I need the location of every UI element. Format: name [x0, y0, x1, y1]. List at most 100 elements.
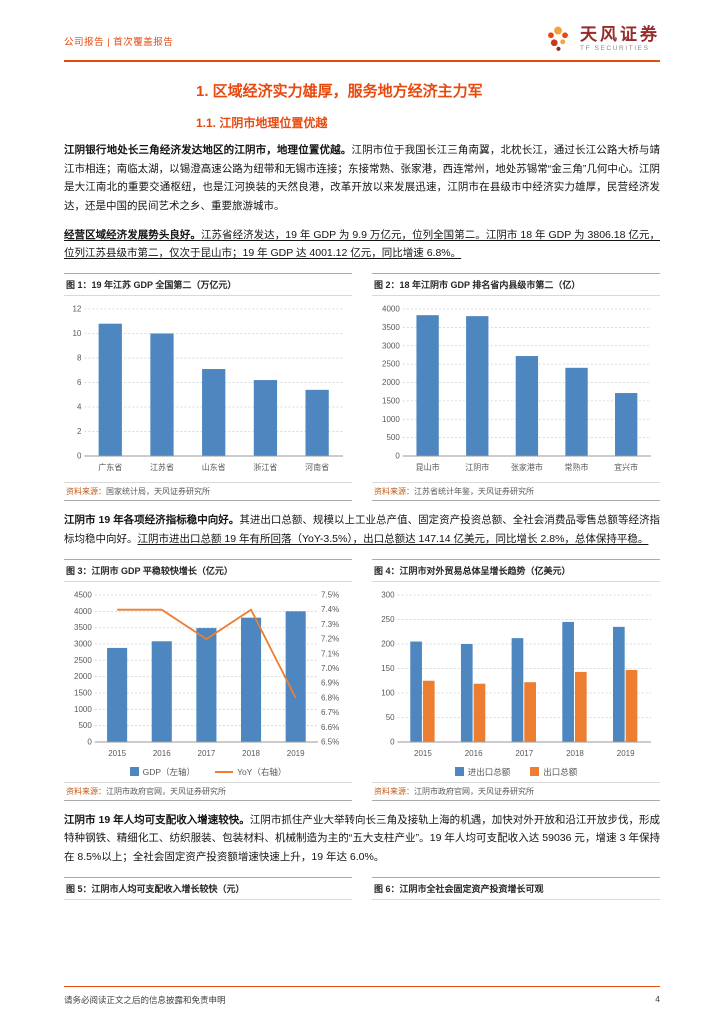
- figure-3-source: 资料来源：江阴市政府官网，天风证券研究所: [64, 781, 352, 801]
- legend-square-swatch: [530, 767, 540, 776]
- paragraph-4: 江阴市 19 年人均可支配收入增速较快。江阴市抓住产业大举转向长三角及接轨上海的…: [64, 811, 660, 867]
- svg-text:1000: 1000: [382, 415, 400, 424]
- svg-text:0: 0: [87, 737, 92, 746]
- svg-text:2000: 2000: [382, 378, 400, 387]
- brand-text-block: 天风证券 TF SECURITIES: [580, 25, 660, 51]
- brand-logo: 天风证券 TF SECURITIES: [543, 24, 660, 54]
- svg-text:6.8%: 6.8%: [321, 693, 339, 702]
- chart-svg: 0 2 4 6 8 10 12 广东省 江苏省 山东省 浙江省 河南省: [72, 305, 343, 472]
- page-header: 公司报告 | 首次覆盖报告 天风证券 TF SECURITIES: [64, 0, 660, 62]
- svg-text:2000: 2000: [74, 672, 92, 681]
- svg-text:3500: 3500: [382, 323, 400, 332]
- svg-text:7.3%: 7.3%: [321, 619, 339, 628]
- text-run: 江苏省经济发达，19 年 GDP 为 9.9 万亿元，位列全国第二。江阴市 18…: [64, 228, 660, 260]
- figure-3-legend: GDP（左轴） YoY（右轴）: [64, 766, 352, 778]
- figure-6-caption: 图 6：江阴市全社会固定资产投资增长可观: [372, 876, 660, 900]
- svg-text:4000: 4000: [382, 305, 400, 314]
- source-label: 资料来源：: [374, 786, 414, 796]
- svg-text:500: 500: [78, 721, 92, 730]
- paragraph-1: 江阴银行地处长三角经济发达地区的江阴市，地理位置优越。江阴市位于我国长江三角南翼…: [64, 141, 660, 216]
- svg-text:常熟市: 常熟市: [565, 462, 589, 472]
- legend-label: GDP（左轴）: [142, 766, 196, 777]
- svg-text:200: 200: [381, 639, 395, 648]
- svg-text:2015: 2015: [414, 749, 432, 758]
- svg-text:3000: 3000: [382, 341, 400, 350]
- svg-text:2019: 2019: [287, 749, 305, 758]
- svg-text:7.4%: 7.4%: [321, 605, 339, 614]
- svg-text:7.1%: 7.1%: [321, 649, 339, 658]
- legend-item: GDP（左轴）: [129, 766, 196, 778]
- foreign-trade-bar-chart: 0 50 100 150 200 250 300 2015 2016 2017 2018 2019: [372, 582, 660, 765]
- svg-text:2016: 2016: [465, 749, 483, 758]
- page-footer: 请务必阅读正文之后的信息披露和免责申明 4: [64, 986, 660, 1006]
- section-heading: 1. 区域经济实力雄厚，服务地方经济主力军: [196, 83, 483, 100]
- figure-row-1: 图 1：19 年江苏 GDP 全国第二（万亿元） 0 2 4 6 8 10 12 广东省 江苏省…: [64, 273, 660, 502]
- svg-text:2017: 2017: [515, 749, 533, 758]
- figure-4-caption: 图 4：江阴市对外贸易总体呈增长趋势（亿美元）: [372, 558, 660, 582]
- legend-square-swatch: [129, 767, 139, 776]
- svg-text:250: 250: [381, 615, 395, 624]
- chart-svg: 0 500 1000 1500 2000 2500 3000 3500 4000 昆山市 江阴市 张家…: [382, 305, 651, 472]
- svg-text:500: 500: [386, 433, 400, 442]
- chart-svg: 0 50 100 150 200 250 300 2015 2016 2017 2018 2019: [381, 590, 651, 758]
- svg-text:2015: 2015: [108, 749, 126, 758]
- report-body: 1. 区域经济实力雄厚，服务地方经济主力军 1.1. 江阴市地理位置优越 江阴银…: [64, 80, 660, 900]
- figure-5-caption: 图 5：江阴市人均可支配收入增长较快（元）: [64, 876, 352, 900]
- svg-text:2017: 2017: [198, 749, 216, 758]
- svg-text:0: 0: [77, 452, 82, 461]
- svg-text:山东省: 山东省: [202, 462, 226, 472]
- source-text: 江苏省统计年鉴，天风证券研究所: [414, 487, 534, 497]
- jiangsu-gdp-bar-chart: 0 2 4 6 8 10 12 广东省 江苏省 山东省 浙江省 河南省: [64, 296, 352, 479]
- source-text: 江阴市政府官网，天风证券研究所: [414, 786, 534, 796]
- svg-text:昆山市: 昆山市: [416, 462, 440, 472]
- page-number: 4: [655, 994, 660, 1004]
- figure-3: 图 3：江阴市 GDP 平稳较快增长（亿元） 0 500 1000 1500 2000 2…: [64, 558, 352, 801]
- svg-text:0: 0: [395, 452, 400, 461]
- text-run: 经营区域经济发展势头良好。: [64, 228, 201, 241]
- legend-label: 出口总额: [543, 766, 578, 777]
- svg-text:1500: 1500: [74, 688, 92, 697]
- subsection-heading: 1.1. 江阴市地理位置优越: [196, 116, 328, 130]
- svg-text:2018: 2018: [242, 749, 260, 758]
- paragraph-3: 江阴市 19 年各项经济指标稳中向好。其进出口总额、规模以上工业总产值、固定资产…: [64, 511, 660, 548]
- source-label: 资料来源：: [66, 786, 106, 796]
- figure-row-3: 图 5：江阴市人均可支配收入增长较快（元） 图 6：江阴市全社会固定资产投资增长…: [64, 876, 660, 900]
- svg-text:100: 100: [381, 688, 395, 697]
- svg-text:6.5%: 6.5%: [321, 737, 339, 746]
- legend-line-swatch: [215, 770, 234, 773]
- svg-text:1500: 1500: [382, 397, 400, 406]
- figure-4: 图 4：江阴市对外贸易总体呈增长趋势（亿美元） 0 50 100 150 200 250 3…: [372, 558, 660, 801]
- source-label: 资料来源：: [66, 487, 106, 497]
- paragraph-2: 经营区域经济发展势头良好。江苏省经济发达，19 年 GDP 为 9.9 万亿元，…: [64, 226, 660, 263]
- svg-text:6: 6: [77, 378, 82, 387]
- svg-text:江苏省: 江苏省: [150, 462, 174, 472]
- text-run: 江阴市抓住产业大举转向长三角及接轨上海的机遇，加快对外开放和沿江开放步伐，形成特…: [64, 813, 661, 863]
- legend-square-swatch: [454, 767, 464, 776]
- figure-6: 图 6：江阴市全社会固定资产投资增长可观: [372, 876, 660, 900]
- svg-text:6.9%: 6.9%: [321, 678, 339, 687]
- svg-text:河南省: 河南省: [305, 462, 329, 472]
- svg-text:7.5%: 7.5%: [321, 590, 339, 599]
- legend-item: 进出口总额: [454, 766, 511, 778]
- svg-text:浙江省: 浙江省: [253, 462, 277, 472]
- figure-1-caption: 图 1：19 年江苏 GDP 全国第二（万亿元）: [64, 273, 352, 297]
- footer-disclaimer: 请务必阅读正文之后的信息披露和免责申明: [64, 995, 226, 1005]
- source-label: 资料来源：: [374, 487, 414, 497]
- svg-text:广东省: 广东省: [98, 462, 122, 472]
- svg-text:4000: 4000: [74, 606, 92, 615]
- svg-text:宜兴市: 宜兴市: [614, 462, 638, 472]
- svg-text:8: 8: [77, 354, 82, 363]
- svg-text:150: 150: [381, 664, 395, 673]
- svg-text:2500: 2500: [74, 655, 92, 664]
- brand-name: 天风证券: [580, 25, 660, 45]
- svg-text:张家港市: 张家港市: [511, 462, 543, 472]
- text-run: 江阴市进出口总额 19 年有所回落（YoY-3.5%），出口总额达 147.14…: [137, 532, 649, 545]
- source-text: 国家统计局，天风证券研究所: [106, 487, 210, 497]
- legend-item: 出口总额: [530, 766, 577, 778]
- text-run: 江阴市 19 年人均可支配收入增速较快。: [64, 813, 250, 826]
- figure-1-source: 资料来源：国家统计局，天风证券研究所: [64, 482, 352, 502]
- chart-svg: 0 500 1000 1500 2000 2500 3000 3500 4000 4500 6.5%…: [74, 590, 339, 758]
- legend-label: 进出口总额: [467, 766, 511, 777]
- jiangyin-gdp-combo-chart: 0 500 1000 1500 2000 2500 3000 3500 4000 4500 6.5%…: [64, 582, 352, 765]
- figure-3-caption: 图 3：江阴市 GDP 平稳较快增长（亿元）: [64, 558, 352, 582]
